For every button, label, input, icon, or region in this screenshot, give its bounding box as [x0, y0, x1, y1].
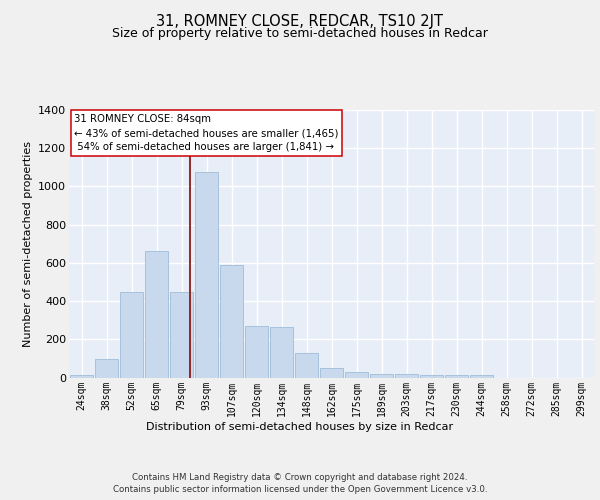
Bar	[295, 352, 318, 378]
Bar	[395, 374, 418, 378]
Bar	[420, 374, 443, 378]
Text: Distribution of semi-detached houses by size in Redcar: Distribution of semi-detached houses by …	[146, 422, 454, 432]
Bar	[70, 374, 93, 378]
Bar	[345, 372, 368, 378]
Bar	[120, 292, 143, 378]
Text: Size of property relative to semi-detached houses in Redcar: Size of property relative to semi-detach…	[112, 28, 488, 40]
Bar	[195, 172, 218, 378]
Text: 31, ROMNEY CLOSE, REDCAR, TS10 2JT: 31, ROMNEY CLOSE, REDCAR, TS10 2JT	[157, 14, 443, 29]
Text: Contains HM Land Registry data © Crown copyright and database right 2024.
Contai: Contains HM Land Registry data © Crown c…	[113, 472, 487, 494]
Y-axis label: Number of semi-detached properties: Number of semi-detached properties	[23, 141, 32, 347]
Bar	[245, 326, 268, 378]
Bar	[145, 252, 168, 378]
Text: 31 ROMNEY CLOSE: 84sqm
← 43% of semi-detached houses are smaller (1,465)
 54% of: 31 ROMNEY CLOSE: 84sqm ← 43% of semi-det…	[74, 114, 339, 152]
Bar	[470, 374, 493, 378]
Bar	[370, 374, 393, 378]
Bar	[95, 360, 118, 378]
Bar	[270, 327, 293, 378]
Bar	[170, 292, 193, 378]
Bar	[320, 368, 343, 378]
Bar	[445, 374, 468, 378]
Bar	[220, 265, 243, 378]
